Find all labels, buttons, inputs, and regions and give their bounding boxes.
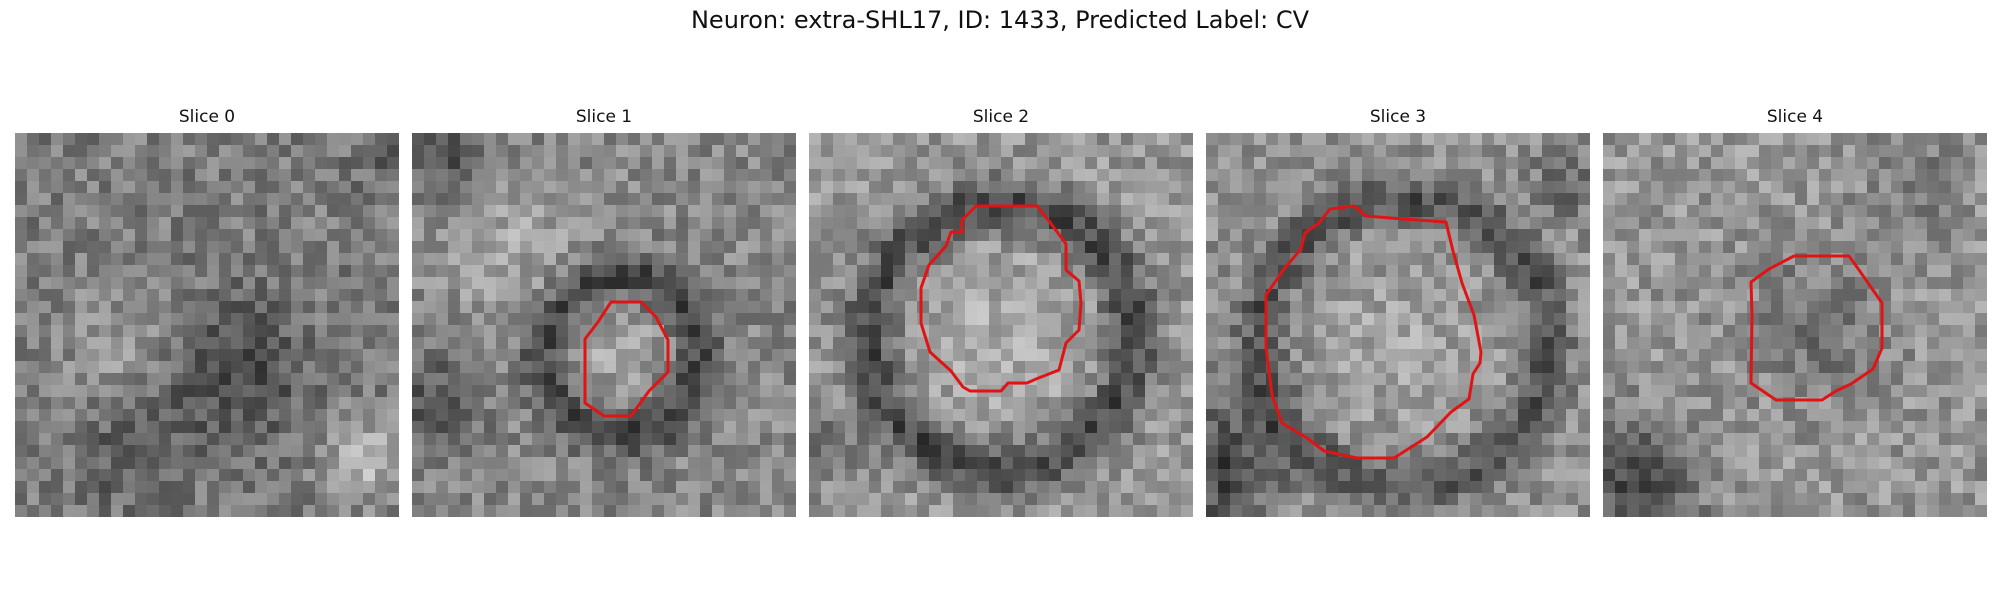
slice-title-0: Slice 0 xyxy=(178,107,236,127)
segmentation-outline-2 xyxy=(919,204,1083,393)
slice-panel-3: Slice 3 xyxy=(1206,107,1590,517)
segmentation-outline-3 xyxy=(1264,204,1483,460)
slice-panel-0: Slice 0 xyxy=(15,107,399,517)
slice-panel-4: Slice 4 xyxy=(1603,107,1987,517)
slice-image-3 xyxy=(1206,133,1590,517)
slice-pixels-3 xyxy=(1206,133,1590,517)
slice-image-1 xyxy=(412,133,796,517)
slice-panel-2: Slice 2 xyxy=(809,107,1193,517)
slice-pixels-4 xyxy=(1603,133,1987,517)
segmentation-outline-1 xyxy=(583,300,670,418)
slice-panel-1: Slice 1 xyxy=(412,107,796,517)
slice-title-3: Slice 3 xyxy=(1369,107,1427,127)
figure-title: Neuron: extra-SHL17, ID: 1433, Predicted… xyxy=(690,6,1310,34)
slice-image-4 xyxy=(1603,133,1987,517)
slice-title-1: Slice 1 xyxy=(575,107,633,127)
slice-pixels-2 xyxy=(809,133,1193,517)
segmentation-outline-4 xyxy=(1749,254,1884,402)
slice-pixels-1 xyxy=(412,133,796,517)
slice-pixels-0 xyxy=(15,133,399,517)
slice-title-2: Slice 2 xyxy=(972,107,1030,127)
slice-title-4: Slice 4 xyxy=(1766,107,1824,127)
slice-image-0 xyxy=(15,133,399,517)
slice-image-2 xyxy=(809,133,1193,517)
